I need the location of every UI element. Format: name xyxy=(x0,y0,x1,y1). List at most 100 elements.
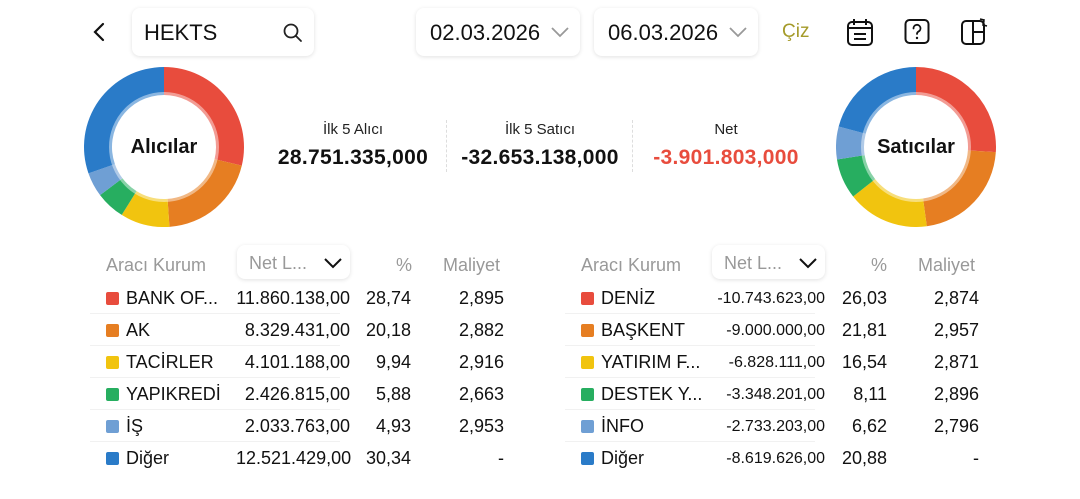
net-value: -6.828.111,00 xyxy=(728,354,825,371)
broker-name: DESTEK Y... xyxy=(601,384,703,404)
percent: 5,88 xyxy=(375,384,411,404)
net-value: 4.101.188,00 xyxy=(244,352,350,372)
net-value: -2.733.203,00 xyxy=(726,418,825,435)
sellers-sort-select[interactable]: Net L... xyxy=(712,245,825,279)
cost: 2,663 xyxy=(458,384,504,404)
chevron-down-icon xyxy=(729,27,747,38)
broker-name: TACİRLER xyxy=(126,352,214,372)
sellers-total-label: İlk 5 Satıcı xyxy=(504,121,576,138)
chevron-down-icon xyxy=(799,258,817,269)
row-divider xyxy=(565,441,815,442)
table-row[interactable]: YAPIKREDİ 2.426.815,00 5,88 2,663 xyxy=(90,378,510,410)
percent: 20,88 xyxy=(841,448,887,468)
table-row[interactable]: Diğer -8.619.626,00 20,88 - xyxy=(565,442,985,474)
row-divider xyxy=(90,409,340,410)
percent: 8,11 xyxy=(853,384,887,404)
buyers-sort-select[interactable]: Net L... xyxy=(237,245,350,279)
end-date-value: 06.03.2026 xyxy=(608,20,719,45)
table-row[interactable]: İŞ 2.033.763,00 4,93 2,953 xyxy=(90,410,510,442)
sellers-donut-chart xyxy=(836,67,996,227)
back-icon xyxy=(93,22,105,42)
donut-slice-3 xyxy=(836,155,876,197)
table-row[interactable]: İNFO -2.733.203,00 6,62 2,796 xyxy=(565,410,985,442)
buyers-total-value: 28.751.335,000 xyxy=(277,146,429,169)
table-row[interactable]: YATIRIM F... -6.828.111,00 16,54 2,871 xyxy=(565,346,985,378)
legend-swatch xyxy=(106,452,119,465)
broker-name: İŞ xyxy=(126,416,144,436)
chevron-down-icon xyxy=(551,27,569,38)
legend-swatch xyxy=(106,420,119,433)
buyers-col-cost: Maliyet xyxy=(443,255,501,275)
draw-button[interactable]: Çiz xyxy=(782,21,810,42)
donut-slice-1 xyxy=(923,150,996,227)
row-divider xyxy=(565,409,815,410)
net-value: -8.619.626,00 xyxy=(726,450,825,467)
percent: 6,62 xyxy=(851,416,887,436)
buyers-col-broker: Aracı Kurum xyxy=(106,255,207,275)
back-button[interactable] xyxy=(88,18,112,46)
end-date-select[interactable]: 06.03.2026 xyxy=(594,8,758,56)
donut-slice-5 xyxy=(84,67,164,174)
row-divider xyxy=(90,441,340,442)
symbol-search-input[interactable]: HEKTS xyxy=(132,8,314,56)
donut-slice-1 xyxy=(167,159,242,227)
percent: 9,94 xyxy=(375,352,411,372)
cost: 2,895 xyxy=(458,288,504,308)
table-row[interactable]: BANK OF... 11.860.138,00 28,74 2,895 xyxy=(90,282,510,314)
row-divider xyxy=(90,377,340,378)
donut-slice-0 xyxy=(164,67,244,166)
percent: 26,03 xyxy=(841,288,887,308)
percent: 21,81 xyxy=(841,320,887,340)
divider xyxy=(446,120,447,172)
donut-slice-0 xyxy=(916,67,996,153)
table-row[interactable]: BAŞKENT -9.000.000,00 21,81 2,957 xyxy=(565,314,985,346)
table-row[interactable]: AK 8.329.431,00 20,18 2,882 xyxy=(90,314,510,346)
chevron-down-icon xyxy=(324,258,342,269)
cost: - xyxy=(973,448,979,468)
net-value: 8.329.431,00 xyxy=(244,320,350,340)
net-value: -9.000.000,00 xyxy=(726,322,825,339)
table-row[interactable]: DENİZ -10.743.623,00 26,03 2,874 xyxy=(565,282,985,314)
start-date-select[interactable]: 02.03.2026 xyxy=(416,8,580,56)
percent: 28,74 xyxy=(365,288,411,308)
percent: 30,34 xyxy=(365,448,411,468)
legend-swatch xyxy=(581,324,594,337)
broker-name: BANK OF... xyxy=(126,288,219,308)
cost: 2,871 xyxy=(933,352,979,372)
legend-swatch xyxy=(581,356,594,369)
cost: 2,796 xyxy=(933,416,979,436)
row-divider xyxy=(90,313,340,314)
table-row[interactable]: DESTEK Y... -3.348.201,00 8,11 2,896 xyxy=(565,378,985,410)
help-icon[interactable] xyxy=(904,18,930,46)
buyers-sort-value: Net L... xyxy=(249,253,308,273)
broker-name: İNFO xyxy=(601,416,644,436)
broker-name: Diğer xyxy=(126,448,170,468)
donut-slice-4 xyxy=(836,126,866,160)
donut-center xyxy=(869,100,963,194)
legend-swatch xyxy=(106,324,119,337)
search-icon[interactable] xyxy=(282,22,304,44)
legend-swatch xyxy=(106,356,119,369)
cost: 2,896 xyxy=(933,384,979,404)
sellers-col-pct: % xyxy=(871,255,888,275)
start-date-value: 02.03.2026 xyxy=(430,20,541,45)
row-divider xyxy=(565,313,815,314)
cost: 2,882 xyxy=(458,320,504,340)
buyers-donut-chart xyxy=(84,67,244,227)
calendar-icon[interactable] xyxy=(846,17,874,47)
broker-name: BAŞKENT xyxy=(601,320,686,340)
divider xyxy=(632,120,633,172)
table-row[interactable]: TACİRLER 4.101.188,00 9,94 2,916 xyxy=(90,346,510,378)
legend-swatch xyxy=(581,452,594,465)
legend-swatch xyxy=(106,292,119,305)
net-total-label: Net xyxy=(714,121,738,138)
layout-swap-icon[interactable] xyxy=(960,16,990,46)
broker-name: Diğer xyxy=(601,448,645,468)
donut-center xyxy=(117,100,211,194)
sellers-donut-title: Satıcılar xyxy=(877,136,955,158)
table-row[interactable]: Diğer 12.521.429,00 30,34 - xyxy=(90,442,510,474)
legend-swatch xyxy=(106,388,119,401)
legend-swatch xyxy=(581,292,594,305)
donut-slice-2 xyxy=(121,191,170,227)
net-value: -10.743.623,00 xyxy=(717,290,825,307)
